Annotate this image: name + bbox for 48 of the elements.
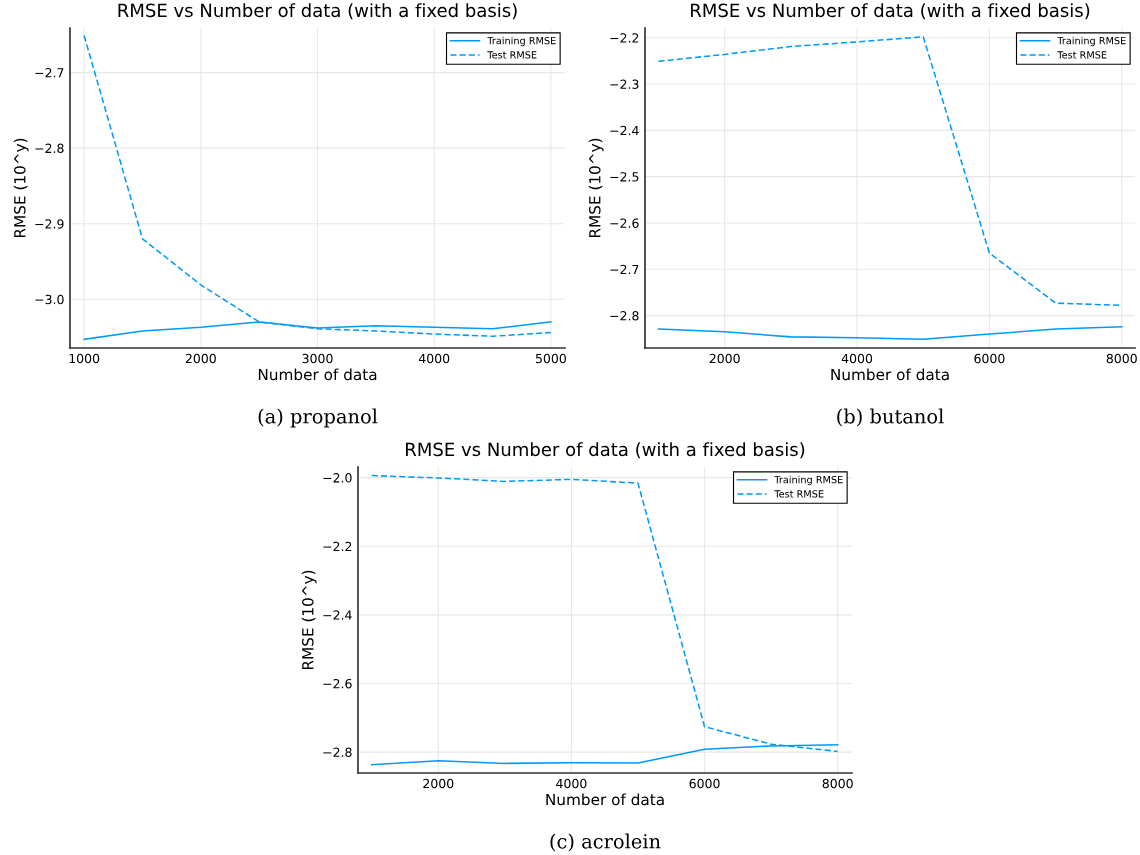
x-tick-label: 6000 [689,778,720,789]
x-tick-label: 4000 [841,353,873,364]
y-tick-label: −2.2 [610,33,639,43]
x-axis-title: Number of data [831,368,949,381]
x-tick-label: 1000 [69,353,100,364]
y-tick-label: −2.0 [323,473,352,483]
legend-label: Test RMSE [774,490,824,498]
text: (b) butanol [837,408,944,427]
x-tick-label: 4000 [418,353,450,364]
x-axis-title: Number of data [546,793,664,806]
legend-label: Test RMSE [1057,51,1107,59]
x-tick-label: 8000 [822,778,853,789]
y-tick-label: −2.3 [610,79,639,89]
y-tick-label: −2.8 [610,311,639,321]
chart-title: RMSE vs Number of data (with a fixed basis) [118,3,517,20]
x-tick-label: 2000 [709,353,740,364]
y-tick-label: −2.6 [323,678,352,689]
chart-title: RMSE vs Number of data (with a fixed basis) [406,442,805,459]
chart-title: RMSE vs Number of data (with a fixed basis) [691,3,1090,20]
x-axis-title: Number of data [258,368,377,381]
x-tick-label: 2000 [185,353,216,364]
y-tick-label: −3.0 [35,294,64,305]
y-tick-label: −2.9 [35,219,64,229]
x-tick-label: 4000 [556,778,587,789]
legend-label: Test RMSE [487,51,537,59]
line-series [657,325,1123,340]
y-tick-label: −2.7 [610,264,639,275]
x-tick-label: 3000 [302,353,333,364]
legend-label: Training RMSE [487,36,556,47]
x-tick-label: 8000 [1106,353,1137,364]
x-tick-label: 6000 [974,353,1005,364]
y-tick-label: −2.2 [323,541,352,551]
y-tick-label: −2.7 [35,68,64,78]
text: (a) propanol [258,408,378,428]
y-tick-label: −2.4 [610,125,639,136]
y-tick-label: −2.8 [323,747,352,757]
y-axis-title: RMSE (10^y) [301,570,317,670]
y-tick-label: −2.4 [323,610,352,620]
x-tick-label: 5000 [535,353,566,364]
legend-label: Training RMSE [774,475,843,486]
y-axis-title: RMSE (10^y) [13,138,29,238]
y-axis-title: RMSE (10^y) [588,138,604,238]
y-tick-label: −2.6 [610,218,639,228]
legend-label: Training RMSE [1057,36,1126,47]
text: (c) acrolein [550,833,661,852]
y-tick-label: −2.8 [35,143,64,154]
x-tick-label: 2000 [423,778,454,789]
y-tick-label: −2.5 [610,172,639,182]
